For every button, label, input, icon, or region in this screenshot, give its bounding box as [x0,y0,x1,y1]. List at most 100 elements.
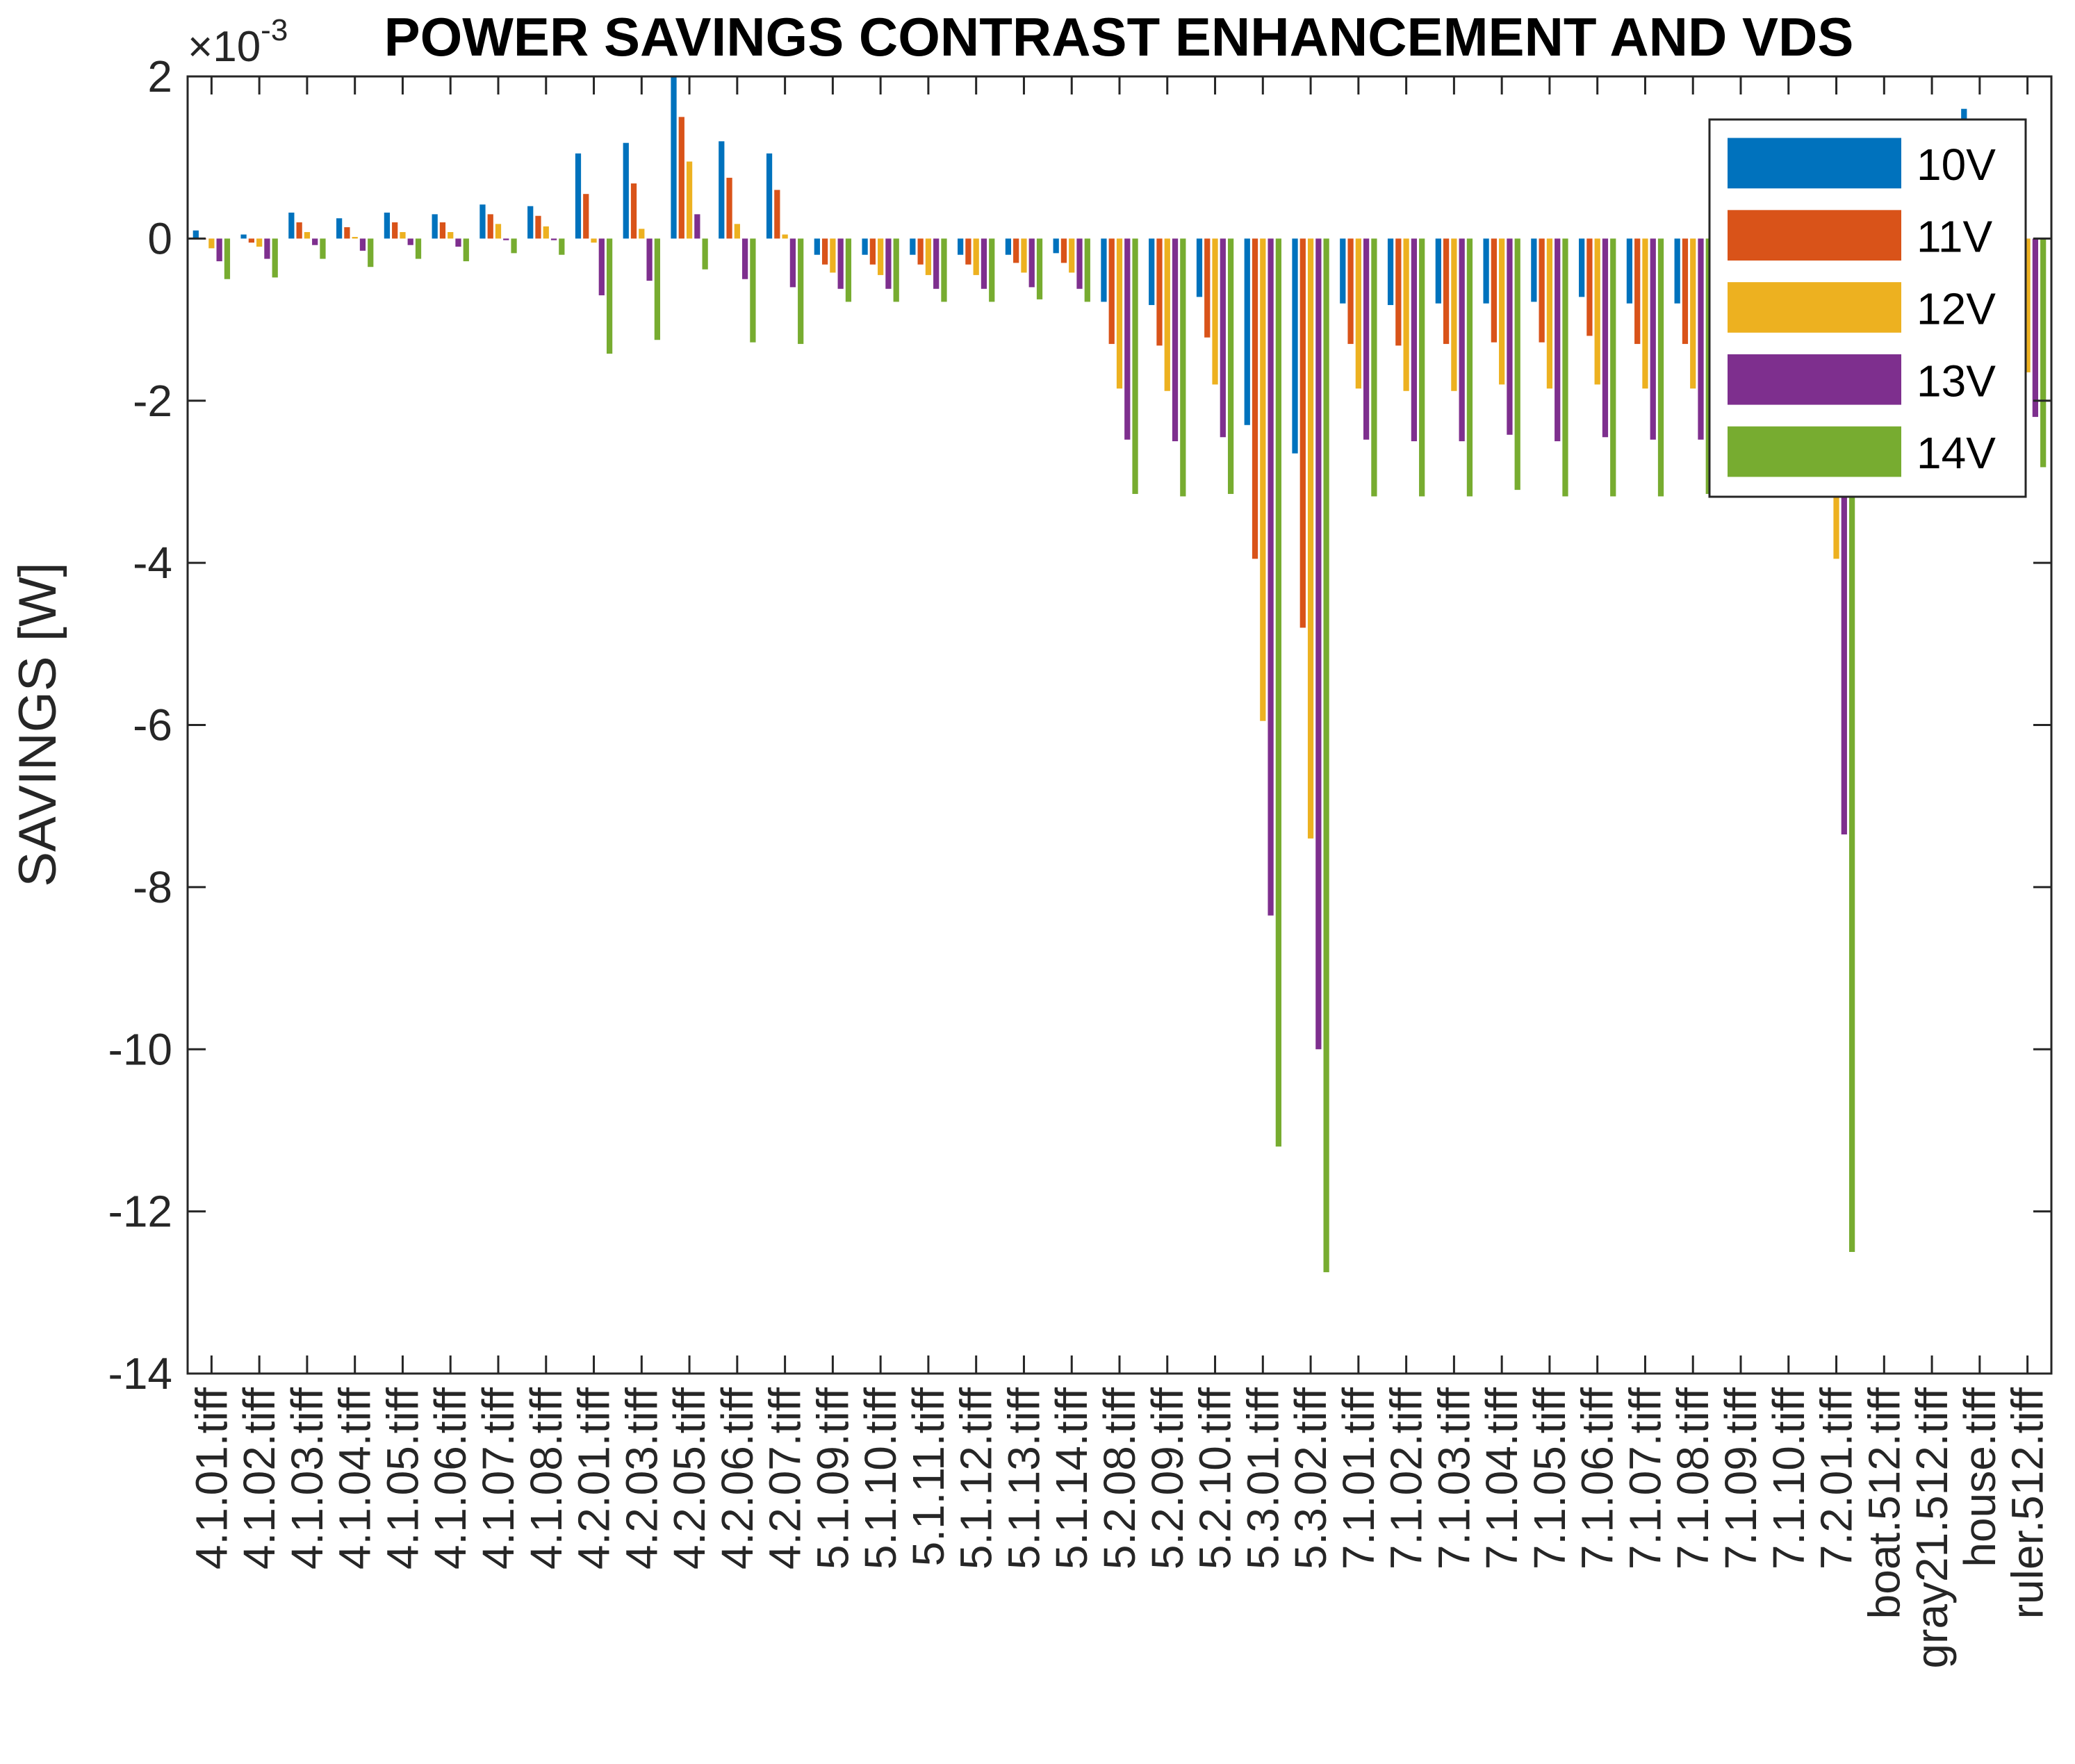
bar-13V-4.2.07.tiff [789,238,796,288]
bar-13V-4.2.01.tiff [598,238,605,296]
bar-12V-7.1.06.tiff [1594,238,1600,385]
bar-10V-4.1.04.tiff [336,218,343,239]
bar-12V-4.2.03.tiff [639,229,645,239]
bar-13V-4.2.06.tiff [742,238,748,279]
y-tick-label: -14 [108,1349,173,1399]
bar-12V-4.1.04.tiff [352,237,358,239]
x-tick-label: 4.2.01.tiff [569,1387,619,1569]
bar-12V-ruler.512.tiff [2024,238,2031,372]
bar-10V-5.3.02.tiff [1292,238,1298,454]
plot-frame [186,75,2053,1375]
bar-14V-5.2.09.tiff [1180,238,1186,497]
bar-10V-7.1.03.tiff [1435,238,1441,304]
x-tick-label: 4.2.05.tiff [664,1387,714,1569]
legend-label-10V: 10V [1917,140,1996,190]
bar-13V-7.1.05.tiff [1555,238,1561,442]
x-tick-label: 4.2.03.tiff [616,1387,666,1569]
bar-11V-4.1.04.tiff [344,227,350,239]
bar-12V-5.1.12.tiff [973,238,979,275]
bar-14V-5.2.10.tiff [1227,238,1234,494]
bar-10V-4.1.02.tiff [240,234,247,239]
bar-10V-7.1.06.tiff [1579,238,1585,297]
legend-swatch-11V [1728,210,1901,261]
bar-11V-5.3.02.tiff [1299,238,1306,628]
bar-14V-5.1.10.tiff [893,238,899,302]
bar-11V-7.1.08.tiff [1682,238,1689,345]
y-tick-label: -10 [108,1024,173,1074]
legend-swatch-13V [1728,354,1901,405]
x-tick-label: 4.1.03.tiff [282,1387,332,1569]
bar-12V-5.2.10.tiff [1212,238,1218,385]
bar-10V-4.1.07.tiff [479,204,486,239]
bar-13V-4.1.06.tiff [455,238,461,247]
bar-11V-4.1.03.tiff [296,222,302,239]
bar-13V-4.1.02.tiff [264,238,270,259]
x-ticks-group [210,76,2029,1374]
bar-10V-5.1.13.tiff [1005,238,1012,255]
bar-11V-4.2.05.tiff [678,117,684,239]
bar-11V-5.2.10.tiff [1204,238,1211,338]
bar-14V-4.1.08.tiff [559,238,565,255]
bar-12V-5.1.13.tiff [1021,238,1027,273]
bar-14V-ruler.512.tiff [2040,238,2047,468]
y-multiplier-prefix: ×10 [188,23,261,71]
bar-11V-7.1.07.tiff [1634,238,1641,345]
bar-11V-4.1.02.tiff [248,238,254,243]
x-tick-label: 5.1.13.tiff [999,1387,1049,1569]
bar-12V-5.1.11.tiff [925,238,932,275]
bar-12V-7.1.05.tiff [1546,238,1553,389]
x-tick-label: 5.1.14.tiff [1047,1387,1097,1569]
x-tick-label: 7.2.01.tiff [1812,1387,1862,1569]
bar-13V-7.1.07.tiff [1650,238,1656,440]
bar-13V-4.1.05.tiff [407,238,413,245]
x-tick-label: 4.1.08.tiff [521,1387,571,1569]
x-tick-label: boat.512.tiff [1859,1387,1909,1619]
bar-14V-7.1.03.tiff [1466,238,1473,497]
y-tick-label: -8 [133,862,172,912]
bar-12V-7.1.01.tiff [1355,238,1361,389]
bar-13V-4.2.03.tiff [646,238,653,281]
bar-10V-5.2.08.tiff [1101,238,1107,302]
bar-14V-5.3.02.tiff [1323,238,1329,1273]
bar-11V-5.1.12.tiff [965,238,971,265]
bar-10V-7.1.07.tiff [1626,238,1633,304]
legend-label-14V: 14V [1917,428,1996,478]
bar-10V-4.2.01.tiff [575,153,582,239]
x-tick-label: 4.1.05.tiff [377,1387,427,1569]
bar-11V-7.1.01.tiff [1347,238,1354,345]
x-tick-label: 5.1.11.tiff [903,1387,953,1567]
bar-10V-7.1.02.tiff [1387,238,1394,306]
bar-13V-5.1.11.tiff [933,238,940,289]
y-tick-label: 2 [147,51,172,101]
bar-10V-4.1.06.tiff [432,214,438,239]
bar-11V-7.1.05.tiff [1539,238,1545,343]
bar-14V-5.3.01.tiff [1275,238,1281,1147]
chart-title: POWER SAVINGS CONTRAST ENHANCEMENT AND V… [384,6,1854,67]
bar-12V-5.1.10.tiff [878,238,884,275]
bar-11V-4.2.07.tiff [774,190,780,239]
x-tick-label: gray21.512.tiff [1907,1387,1957,1669]
bar-10V-7.1.08.tiff [1674,238,1680,304]
bar-14V-7.1.01.tiff [1371,238,1377,497]
legend: 10V 11V 12V 13V 14V [1708,118,2027,498]
y-tick-label: -6 [133,700,172,750]
bar-14V-4.1.05.tiff [415,238,422,259]
x-tick-label: 7.1.04.tiff [1477,1387,1527,1569]
legend-swatch-12V [1728,282,1901,333]
bar-11V-5.3.01.tiff [1252,238,1258,559]
bar-13V-4.1.01.tiff [216,238,222,262]
x-tick-label: 7.1.07.tiff [1620,1387,1670,1569]
bar-10V-5.2.10.tiff [1196,238,1203,297]
bar-13V-5.2.09.tiff [1172,238,1179,442]
bar-14V-4.1.04.tiff [368,238,374,267]
bar-11V-4.2.01.tiff [583,194,589,239]
bar-14V-4.1.03.tiff [320,238,326,259]
x-tick-label: 4.1.04.tiff [330,1387,380,1569]
x-tick-labels-group: 4.1.01.tiff4.1.02.tiff4.1.03.tiff4.1.04.… [186,1387,2052,1669]
bar-12V-5.2.09.tiff [1164,238,1170,391]
bar-11V-5.1.10.tiff [869,238,876,265]
bar-13V-4.1.08.tiff [550,238,557,240]
bar-14V-4.1.02.tiff [272,238,278,278]
y-tick-labels-group: 2 0 -2 -4 -6 -8 -10 -12 -14 [108,51,173,1399]
bar-11V-5.2.08.tiff [1108,238,1115,345]
